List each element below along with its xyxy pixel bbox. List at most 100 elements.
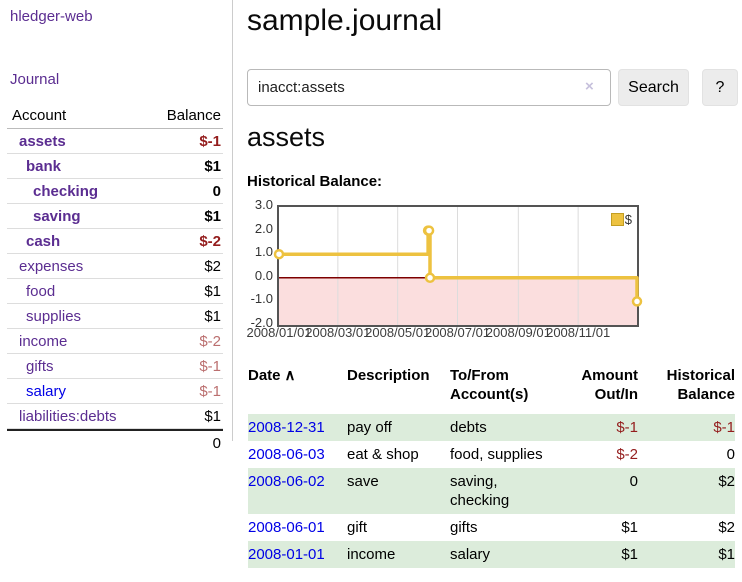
chart-title: Historical Balance: bbox=[247, 173, 383, 190]
account-row-bank: bank $1 bbox=[7, 154, 223, 179]
account-balance: $2 bbox=[204, 257, 221, 275]
accounts-total-row: 0 bbox=[7, 429, 223, 455]
x-axis-tick-label: 2008/09/01 bbox=[485, 325, 551, 340]
account-link-cash[interactable]: cash bbox=[26, 232, 61, 250]
transaction-description: save bbox=[347, 473, 379, 490]
account-heading: assets bbox=[247, 122, 326, 152]
x-axis-tick-label: 2008/07/01 bbox=[424, 325, 491, 340]
account-balance: $1 bbox=[204, 307, 221, 325]
transaction-amount: $-2 bbox=[616, 446, 638, 463]
sort-ascending-icon: ∧ bbox=[284, 367, 296, 384]
x-axis-tick-label: 2008/03/01 bbox=[305, 325, 371, 340]
account-row-cash: cash $-2 bbox=[7, 229, 223, 254]
y-axis-tick-label: -1.0 bbox=[250, 291, 273, 307]
balance-column-header: Historical Balance bbox=[666, 367, 735, 403]
y-axis-tick-label: 2.0 bbox=[254, 220, 273, 236]
app-title-link[interactable]: hledger-web bbox=[10, 8, 93, 25]
transaction-row: 2008-06-01 gift gifts $1 $2 bbox=[248, 514, 735, 541]
y-axis-labels: 3.0 2.0 1.0 0.0 -1.0 -2.0 bbox=[247, 197, 273, 330]
transaction-amount: $1 bbox=[621, 546, 638, 563]
data-point bbox=[423, 225, 435, 236]
account-link-food[interactable]: food bbox=[26, 282, 56, 300]
sidebar: hledger-web Journal Account Balance asse… bbox=[0, 0, 233, 452]
transaction-accounts: gifts bbox=[450, 519, 478, 536]
transaction-accounts: salary bbox=[450, 546, 491, 563]
account-link-expenses[interactable]: expenses bbox=[19, 257, 84, 275]
account-balance: $-1 bbox=[199, 382, 221, 400]
account-link-supplies[interactable]: supplies bbox=[26, 307, 82, 325]
transaction-date-link[interactable]: 2008-06-02 bbox=[248, 473, 325, 490]
y-axis-tick-label: 1.0 bbox=[254, 244, 273, 260]
data-point bbox=[424, 272, 436, 284]
legend-swatch-icon bbox=[610, 213, 624, 226]
description-column-header: Description bbox=[347, 367, 430, 384]
search-input[interactable] bbox=[247, 69, 611, 106]
sidebar-item-journal[interactable]: Journal bbox=[10, 71, 60, 88]
search-button[interactable]: Search bbox=[618, 69, 689, 106]
transaction-balance: $2 bbox=[718, 473, 735, 490]
transaction-accounts: food, supplies bbox=[450, 446, 543, 463]
transaction-date-link[interactable]: 2008-01-01 bbox=[248, 546, 325, 563]
transaction-description: income bbox=[347, 546, 396, 563]
account-link-gifts[interactable]: gifts bbox=[26, 357, 54, 375]
transaction-date-link[interactable]: 2008-12-31 bbox=[248, 419, 325, 436]
amount-column-header: Amount Out/In bbox=[581, 367, 638, 403]
data-point bbox=[631, 296, 643, 307]
account-balance: $-1 bbox=[199, 357, 221, 375]
account-balance: $1 bbox=[204, 207, 221, 225]
transaction-row: 2008-06-03 eat & shop food, supplies $-2… bbox=[248, 441, 735, 468]
account-balance: $-1 bbox=[199, 132, 221, 150]
accounts-table-header: Account Balance bbox=[7, 103, 223, 129]
accounts-total-value: 0 bbox=[212, 434, 221, 452]
sort-by-date-link[interactable]: Date ∧ bbox=[248, 367, 296, 384]
transactions-table-header: Date ∧ Description To/From Account(s) Amo… bbox=[248, 360, 735, 414]
account-link-assets[interactable]: assets bbox=[19, 132, 66, 150]
account-row-liabilities-debts: liabilities:debts $1 bbox=[7, 404, 223, 429]
transaction-row: 2008-06-02 save saving, checking 0 $2 bbox=[248, 468, 735, 514]
x-axis-labels: 2008/01/01 2008/03/01 2008/05/01 2008/07/01… bbox=[246, 325, 677, 343]
account-row-assets: assets $-1 bbox=[7, 129, 223, 154]
page-title: sample.journal bbox=[247, 4, 443, 37]
account-link-salary[interactable]: salary bbox=[26, 382, 67, 400]
transaction-balance: $2 bbox=[718, 519, 735, 536]
transaction-description: gift bbox=[347, 519, 368, 536]
legend-label: $ bbox=[624, 212, 632, 227]
transaction-row: 2008-01-01 income salary $1 $1 bbox=[248, 541, 735, 568]
balance-column-header: Balance bbox=[166, 107, 221, 124]
y-axis-tick-label: 0.0 bbox=[254, 267, 273, 283]
transaction-balance: 0 bbox=[726, 446, 735, 463]
transactions-table: Date ∧ Description To/From Account(s) Amo… bbox=[248, 360, 735, 568]
x-axis-tick-label: 2008/11/01 bbox=[546, 325, 611, 340]
x-axis-tick-label: 2008/01/01 bbox=[246, 325, 312, 340]
account-row-income: income $-2 bbox=[7, 329, 223, 354]
account-link-income[interactable]: income bbox=[19, 332, 68, 350]
accounts-table: Account Balance assets $-1 bank $1 check… bbox=[7, 103, 223, 455]
account-row-supplies: supplies $1 bbox=[7, 304, 223, 329]
account-row-salary: salary $-1 bbox=[7, 379, 223, 404]
account-balance: $1 bbox=[204, 407, 221, 425]
transaction-description: pay off bbox=[347, 419, 392, 436]
account-link-saving[interactable]: saving bbox=[33, 207, 81, 225]
account-row-expenses: expenses $2 bbox=[7, 254, 223, 279]
transaction-date-link[interactable]: 2008-06-03 bbox=[248, 446, 325, 463]
transaction-row: 2008-12-31 pay off debts $-1 $-1 bbox=[248, 414, 735, 441]
main-content: sample.journal × Search ? assets Histori… bbox=[246, 0, 742, 582]
x-axis-tick-label: 2008/05/01 bbox=[365, 325, 431, 340]
help-button[interactable]: ? bbox=[702, 69, 738, 106]
account-link-bank[interactable]: bank bbox=[26, 157, 62, 175]
clear-search-icon[interactable]: × bbox=[585, 78, 594, 95]
account-row-checking: checking 0 bbox=[7, 179, 223, 204]
account-row-gifts: gifts $-1 bbox=[7, 354, 223, 379]
account-balance: $1 bbox=[204, 282, 221, 300]
transaction-description: eat & shop bbox=[347, 446, 419, 463]
account-link-checking[interactable]: checking bbox=[33, 182, 99, 200]
historical-balance-chart: 3.0 2.0 1.0 0.0 -1.0 -2.0 $ 2008/01/01 2008/03… bbox=[246, 197, 677, 350]
account-link-liabilities-debts[interactable]: liabilities:debts bbox=[19, 407, 117, 425]
transaction-date-link[interactable]: 2008-06-01 bbox=[248, 519, 325, 536]
account-row-saving: saving $1 bbox=[7, 204, 223, 229]
transaction-amount: 0 bbox=[629, 473, 638, 490]
y-axis-tick-label: -2.0 bbox=[250, 315, 273, 330]
transaction-balance: $-1 bbox=[713, 419, 735, 436]
chart-legend: $ bbox=[610, 212, 632, 227]
data-point bbox=[273, 248, 285, 260]
